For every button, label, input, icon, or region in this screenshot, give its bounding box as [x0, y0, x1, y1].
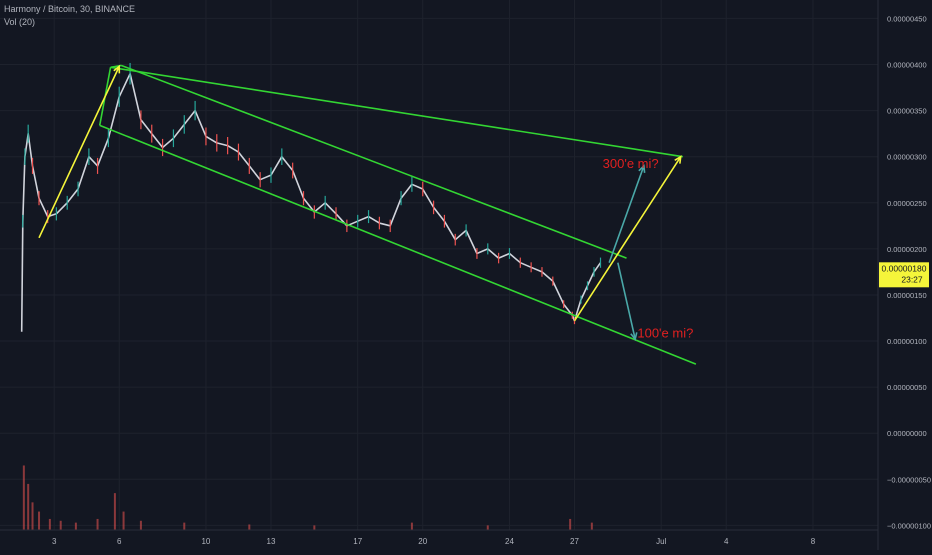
- price-series: [20, 62, 602, 332]
- volume-bar: [569, 518, 572, 530]
- first-rally-arrow-head: [113, 64, 121, 74]
- volume-bar: [74, 522, 77, 530]
- volume-bar: [48, 518, 51, 530]
- last-price-box: [879, 262, 929, 288]
- price-tick-label: 0.00000150: [887, 291, 927, 300]
- time-tick-label: 20: [418, 537, 427, 546]
- teal-down-arrow[interactable]: [617, 262, 636, 340]
- volume-bar: [590, 522, 593, 530]
- last-price-value: 0.00000180: [882, 263, 927, 273]
- up-target-label[interactable]: 300'e mi?: [603, 156, 659, 171]
- volume-bar: [22, 465, 25, 530]
- volume-bar: [139, 520, 142, 530]
- time-axis[interactable]: 3 6 10 13 17 20 24 27 Jul 4 8: [52, 537, 816, 546]
- volume-bar: [27, 483, 30, 530]
- down-target-label[interactable]: 100'e mi?: [637, 325, 693, 340]
- channel-line-lower[interactable]: [99, 124, 697, 365]
- price-tick-label: −0.00000050: [887, 475, 931, 484]
- price-tick-label: 0.00000200: [887, 245, 927, 254]
- price-tick-label: −0.00000100: [887, 521, 931, 530]
- volume-bar: [248, 524, 251, 530]
- grid: [0, 0, 878, 530]
- price-tick-label: 0.00000050: [887, 383, 927, 392]
- price-tick-label: 0.00000000: [887, 429, 927, 438]
- time-tick-label: 27: [570, 537, 579, 546]
- time-tick-label: 24: [505, 537, 514, 546]
- axes: [0, 0, 879, 550]
- volume-bar: [96, 518, 99, 530]
- channel-line-upper[interactable]: [110, 66, 684, 158]
- teal-up-arrow-head: [638, 164, 646, 173]
- target-up-arrow[interactable]: [573, 156, 682, 322]
- time-tick-label: 6: [117, 537, 122, 546]
- teal-down-arrow-head: [630, 332, 638, 341]
- volume-bar: [486, 525, 489, 530]
- time-tick-label: 17: [353, 537, 362, 546]
- volume-bar: [183, 522, 186, 530]
- time-tick-label: 3: [52, 537, 57, 546]
- price-tick-label: 0.00000100: [887, 337, 927, 346]
- candle-countdown: 23:27: [901, 274, 923, 284]
- volume-bar: [410, 522, 413, 530]
- volume-bar: [313, 525, 316, 530]
- first-rally-arrow[interactable]: [38, 66, 120, 239]
- target-up-arrow-head: [674, 155, 682, 164]
- volume-bar: [31, 502, 34, 530]
- price-tick-label: 0.00000300: [887, 153, 927, 162]
- symbol-title[interactable]: Harmony / Bitcoin, 30, BINANCE: [4, 4, 136, 14]
- price-tick-label: 0.00000450: [887, 14, 927, 23]
- price-tick-label: 0.00000400: [887, 61, 927, 70]
- volume-indicator-label[interactable]: Vol (20): [4, 17, 36, 27]
- volume-bar: [122, 511, 125, 530]
- time-tick-label: 13: [267, 537, 276, 546]
- volume-bar: [113, 493, 116, 530]
- time-tick-label: 8: [811, 537, 816, 546]
- time-tick-label: 10: [201, 537, 210, 546]
- price-axis[interactable]: 0.00000450 0.00000400 0.00000350 0.00000300…: [887, 14, 931, 530]
- time-tick-label: Jul: [656, 537, 666, 546]
- chart-legend: Harmony / Bitcoin, 30, BINANCE Vol (20): [4, 3, 135, 29]
- teal-up-arrow[interactable]: [608, 165, 645, 263]
- volume-bar: [38, 511, 41, 530]
- volume-bars: [22, 465, 593, 530]
- drawings[interactable]: 300'e mi? 100'e mi?: [38, 64, 697, 365]
- volume-bar: [59, 520, 62, 530]
- time-tick-label: 4: [724, 537, 729, 546]
- price-tick-label: 0.00000250: [887, 199, 927, 208]
- price-tick-label: 0.00000350: [887, 107, 927, 116]
- last-price-badge: 0.00000180 23:27: [879, 262, 929, 288]
- channel-line-middle[interactable]: [121, 64, 627, 259]
